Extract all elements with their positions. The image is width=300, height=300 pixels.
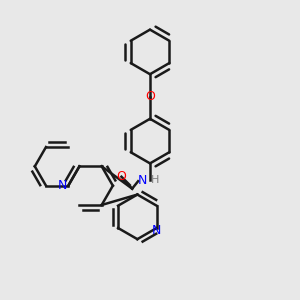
Text: N: N — [58, 179, 67, 192]
Text: H: H — [151, 175, 160, 185]
Text: O: O — [145, 90, 155, 103]
Text: O: O — [116, 170, 126, 183]
Text: N: N — [138, 174, 147, 187]
Text: N: N — [152, 224, 161, 237]
